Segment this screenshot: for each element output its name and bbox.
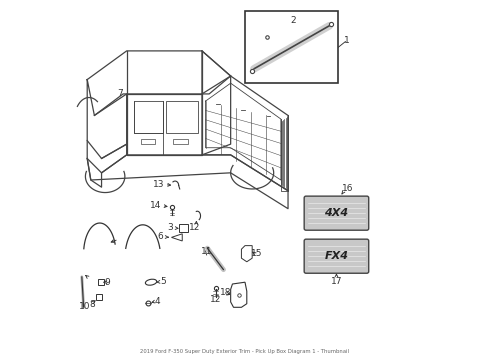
Text: 3: 3	[167, 223, 172, 232]
Text: 4X4: 4X4	[324, 208, 348, 218]
Text: 13: 13	[152, 180, 164, 189]
Bar	[245, 12, 338, 83]
Text: 7: 7	[118, 89, 123, 98]
Text: 10: 10	[78, 302, 90, 311]
Text: 11: 11	[201, 247, 212, 256]
Text: 1: 1	[344, 36, 350, 45]
Text: 8: 8	[89, 300, 95, 309]
Text: 9: 9	[104, 278, 110, 287]
Bar	[173, 139, 188, 144]
Bar	[166, 101, 198, 134]
Text: 17: 17	[331, 277, 342, 286]
Text: FX4: FX4	[324, 251, 348, 261]
FancyBboxPatch shape	[304, 196, 368, 230]
Text: 12: 12	[189, 223, 200, 232]
Text: 12: 12	[210, 294, 221, 303]
Text: 6: 6	[157, 232, 163, 241]
Text: 16: 16	[342, 184, 353, 193]
Text: 2: 2	[290, 15, 296, 24]
Bar	[134, 101, 163, 134]
Bar	[141, 139, 155, 144]
Text: 18: 18	[220, 288, 231, 297]
Text: 2019 Ford F-350 Super Duty Exterior Trim - Pick Up Box Diagram 1 - Thumbnail: 2019 Ford F-350 Super Duty Exterior Trim…	[141, 349, 349, 354]
Text: 14: 14	[149, 201, 161, 210]
Text: 5: 5	[161, 277, 167, 286]
Bar	[179, 224, 188, 232]
Text: 4: 4	[154, 297, 160, 306]
Text: 15: 15	[251, 249, 263, 258]
FancyBboxPatch shape	[304, 239, 368, 273]
